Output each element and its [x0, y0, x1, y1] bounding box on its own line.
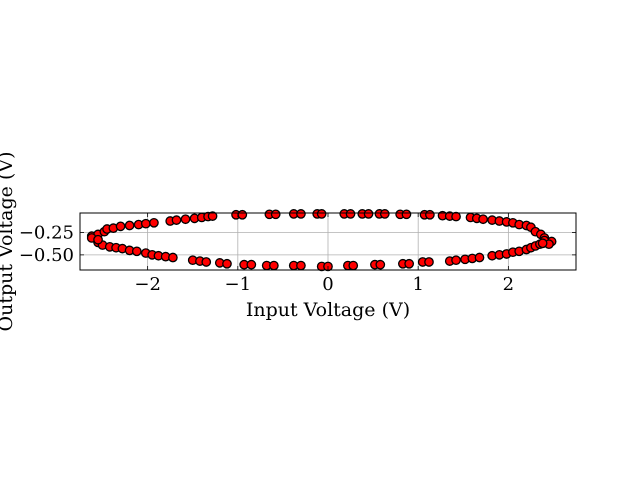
- data-point: [180, 214, 191, 225]
- data-point: [270, 209, 281, 220]
- data-point: [115, 221, 126, 232]
- data-point: [474, 252, 485, 263]
- x-tick-label: −1: [225, 274, 252, 295]
- data-point: [404, 258, 415, 269]
- axis-ticks: −2 −1 0 1 2 −0.25−0.50: [19, 213, 576, 295]
- data-point: [451, 255, 461, 266]
- data-point: [401, 209, 412, 220]
- data-points: [86, 209, 557, 272]
- data-point: [201, 257, 212, 267]
- data-point: [478, 214, 488, 225]
- data-point: [93, 234, 103, 245]
- data-point: [296, 209, 306, 219]
- data-point: [363, 209, 374, 219]
- data-point: [269, 260, 279, 271]
- data-point: [237, 209, 248, 220]
- x-tick-label: 0: [322, 274, 333, 295]
- data-point: [375, 259, 386, 270]
- data-point: [207, 211, 218, 221]
- data-point: [222, 258, 232, 269]
- data-point: [296, 260, 306, 271]
- data-point: [168, 252, 178, 263]
- data-point: [124, 220, 135, 231]
- data-point: [348, 260, 359, 271]
- x-tick-label: 1: [412, 274, 423, 295]
- data-point: [537, 238, 548, 249]
- data-point: [316, 209, 327, 219]
- data-point: [149, 217, 159, 228]
- x-tick-label: −2: [134, 274, 161, 295]
- data-point: [451, 211, 461, 222]
- data-point: [379, 209, 390, 219]
- data-point: [246, 259, 257, 270]
- data-point: [131, 246, 142, 257]
- data-point: [171, 215, 182, 225]
- data-point: [140, 218, 151, 229]
- x-axis-label: Input Voltage (V): [246, 299, 410, 321]
- data-point: [424, 257, 434, 267]
- data-point: [425, 209, 435, 220]
- y-tick-label: −0.50: [19, 245, 74, 266]
- y-tick-label: −0.25: [19, 223, 74, 244]
- y-axis-label: Output Voltage (V): [0, 152, 17, 332]
- x-tick-label: 2: [503, 274, 514, 295]
- data-point: [345, 209, 356, 219]
